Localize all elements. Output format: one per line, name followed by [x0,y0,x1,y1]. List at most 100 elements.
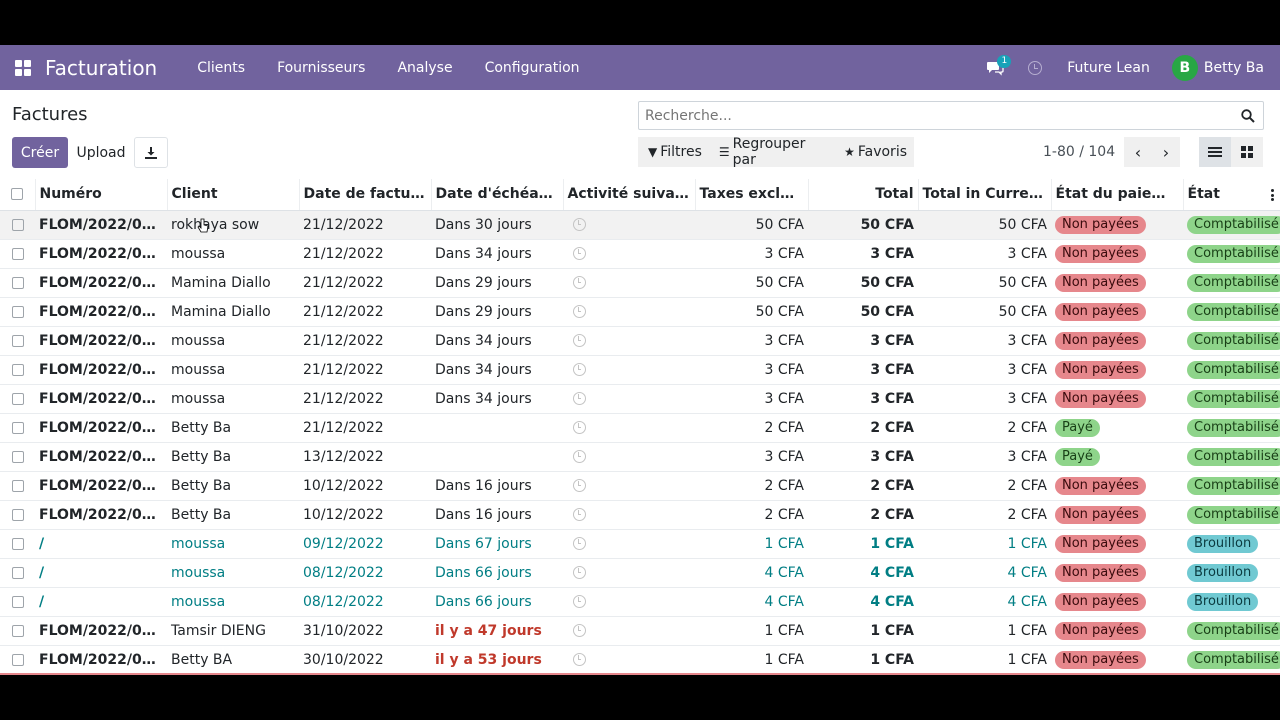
menu-configuration[interactable]: Configuration [484,59,580,76]
table-row[interactable]: FLOM/2022/00... rokhaya sow 21/12/2022 Dans… [0,210,1280,240]
row-checkbox[interactable] [0,297,35,327]
user-menu[interactable]: B Betty Ba [1171,54,1280,81]
search-input[interactable] [639,102,1233,129]
menu-clients[interactable]: Clients [197,59,246,76]
activity-clock-icon[interactable] [573,334,586,347]
column-state[interactable]: État [1183,179,1280,211]
table-row[interactable]: FLOM/2022/00... Mamina Diallo 21/12/2022 Da… [0,268,1280,298]
client-name: Betty BA [167,645,299,675]
table-row[interactable]: / moussa 08/12/2022 Dans 66 jours 4 CFA 4 CFA… [0,587,1280,617]
search-bar[interactable] [638,101,1264,130]
pager-value[interactable]: 1-80 / 104 [1043,144,1116,160]
table-row[interactable]: FLOM/2022/00... Betty Ba 10/12/2022 Dans 16… [0,471,1280,501]
activity-clock-icon[interactable] [573,479,586,492]
column-client[interactable]: Client [167,179,300,211]
activity-cell [563,558,695,588]
untaxed-amount: 1 CFA [695,645,808,675]
column-total[interactable]: Total [808,179,919,211]
app-brand[interactable]: Facturation [45,55,158,80]
list-view-button[interactable] [1199,137,1231,167]
due-date: Dans 34 jours [431,384,563,414]
table-row[interactable]: FLOM/2022/00... Betty BA 30/10/2022 il y a … [0,645,1280,675]
table-row[interactable]: FLOM/2022/00... Betty Ba 10/12/2022 Dans 16… [0,500,1280,530]
table-row[interactable]: FLOM/2022/00... moussa 21/12/2022 Dans 34 j… [0,326,1280,356]
due-date: Dans 16 jours [431,471,563,501]
activity-clock-icon[interactable] [573,218,586,231]
apps-menu-icon[interactable] [0,45,45,90]
activity-clock-icon[interactable] [573,653,586,666]
state-cell: Comptabilisé [1183,442,1280,472]
row-checkbox[interactable] [0,442,35,472]
row-checkbox[interactable] [0,558,35,588]
chat-icon[interactable]: 1 [975,45,1015,90]
table-row[interactable]: FLOM/2022/00... moussa 21/12/2022 Dans 34 j… [0,239,1280,269]
menu-analyse[interactable]: Analyse [397,59,453,76]
column-next-activity[interactable]: Activité suiva... [563,179,696,211]
activity-clock-icon[interactable] [573,450,586,463]
due-date [431,442,563,472]
activity-clock-icon[interactable] [573,537,586,550]
select-all-checkbox[interactable] [0,179,36,211]
column-untaxed[interactable]: Taxes exclues... [695,179,809,211]
column-payment-state[interactable]: État du paieme... [1051,179,1184,211]
upload-button[interactable]: Upload [68,137,134,168]
filters-button[interactable]: ▼ Filtres [648,144,702,160]
invoice-number: / [35,587,167,617]
activity-clock-icon[interactable] [573,508,586,521]
column-numero[interactable]: Numéro [35,179,168,211]
due-date: Dans 34 jours [431,326,563,356]
table-row[interactable]: FLOM/2022/00... moussa 21/12/2022 Dans 34 j… [0,384,1280,414]
invoice-number: FLOM/2022/00... [35,500,167,530]
row-checkbox[interactable] [0,645,35,675]
activity-clock-icon[interactable] [573,247,586,260]
activity-clock-icon[interactable] [573,276,586,289]
column-total-currency[interactable]: Total in Curren... [918,179,1052,211]
activity-clock-icon[interactable] [573,624,586,637]
table-row[interactable]: / moussa 09/12/2022 Dans 67 jours 1 CFA 1 CFA… [0,529,1280,559]
activity-clock-icon[interactable] [573,566,586,579]
row-checkbox[interactable] [0,355,35,385]
row-checkbox[interactable] [0,616,35,646]
table-row[interactable]: FLOM/2022/00... Mamina Diallo 21/12/2022 Da… [0,297,1280,327]
menu-fournisseurs[interactable]: Fournisseurs [277,59,366,76]
table-row[interactable]: FLOM/2022/00... Betty Ba 13/12/2022 3 CFA 3 … [0,442,1280,472]
column-invoice-date[interactable]: Date de factura... [299,179,432,211]
total-amount: 4 CFA [808,587,918,617]
activity-clock-icon[interactable] [573,392,586,405]
pager-previous-button[interactable]: ‹ [1124,137,1152,167]
table-row[interactable]: FLOM/2022/00... moussa 21/12/2022 Dans 34 j… [0,355,1280,385]
pager-next-button[interactable]: › [1152,137,1180,167]
row-checkbox[interactable] [0,413,35,443]
row-checkbox[interactable] [0,210,35,240]
search-icon[interactable] [1233,108,1263,123]
activity-clock-icon[interactable] [573,305,586,318]
row-checkbox[interactable] [0,326,35,356]
row-checkbox[interactable] [0,384,35,414]
state-cell: Comptabilisé [1183,645,1280,675]
activity-cell [563,239,695,269]
table-row[interactable]: FLOM/2022/00... Betty Ba 21/12/2022 2 CFA 2 … [0,413,1280,443]
row-checkbox[interactable] [0,268,35,298]
row-checkbox[interactable] [0,500,35,530]
company-switcher[interactable]: Future Lean [1067,59,1150,76]
kanban-view-button[interactable] [1231,137,1263,167]
create-button[interactable]: Créer [12,137,68,168]
favorites-button[interactable]: ★ Favoris [844,144,907,160]
download-button[interactable] [134,137,168,168]
optional-columns-icon[interactable] [1271,189,1274,201]
activity-clock-icon[interactable] [573,421,586,434]
activity-clock-icon[interactable] [573,595,586,608]
total-currency-amount: 3 CFA [918,384,1051,414]
activity-clock-icon[interactable] [1015,45,1055,90]
row-checkbox[interactable] [0,587,35,617]
invoice-date: 21/12/2022 [299,326,431,356]
row-checkbox[interactable] [0,529,35,559]
column-due-date[interactable]: Date d'échéanc... [431,179,564,211]
row-checkbox[interactable] [0,471,35,501]
list-bottom-edge [0,673,1280,675]
activity-clock-icon[interactable] [573,363,586,376]
group-by-button[interactable]: ☰ Regrouper par [718,136,806,168]
table-row[interactable]: FLOM/2022/00... Tamsir DIENG 31/10/2022 il … [0,616,1280,646]
row-checkbox[interactable] [0,239,35,269]
table-row[interactable]: / moussa 08/12/2022 Dans 66 jours 4 CFA 4 CFA… [0,558,1280,588]
